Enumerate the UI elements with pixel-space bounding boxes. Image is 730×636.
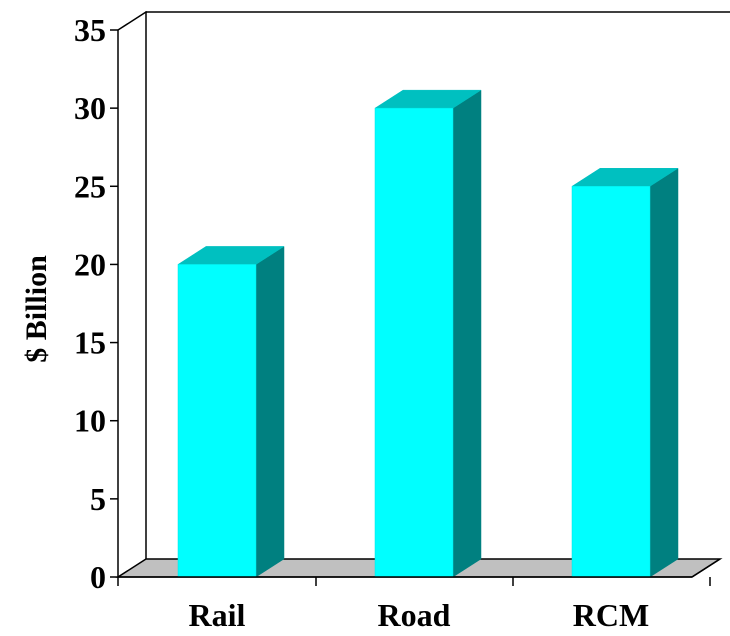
y-tick-label: 0 [90,559,106,595]
bar-side [649,167,679,578]
y-tick-label: 20 [74,246,106,282]
y-tick-label: 35 [74,12,106,48]
x-category-label: Rail [189,597,246,633]
bars-group [177,89,679,578]
y-tick-label: 10 [74,403,106,439]
bar-rail [177,245,285,578]
y-axis-title: $ Billion [20,255,53,363]
bar-side [255,245,285,578]
x-category-label: Road [378,597,451,633]
chart-frame [117,11,730,559]
x-category-labels: Rail Road RCM [189,597,650,633]
y-tick-label: 25 [74,168,106,204]
y-tick-label: 5 [90,481,106,517]
bar-front [571,186,651,578]
y-tick-labels: 0 5 10 15 20 25 30 35 [74,12,106,595]
floor-right-edge [691,558,721,578]
bar-front [374,107,454,578]
back-wall-left-edge [145,11,147,559]
bar-rcm [571,167,679,578]
x-category-label: RCM [573,597,649,633]
y-tick-label: 15 [74,325,106,361]
bar-road [374,89,482,578]
bar-front [177,264,257,578]
y-tick-label: 30 [74,90,106,126]
wall-top-depth-edge [117,11,147,31]
bar-side [452,89,482,578]
axes-group [110,29,721,586]
